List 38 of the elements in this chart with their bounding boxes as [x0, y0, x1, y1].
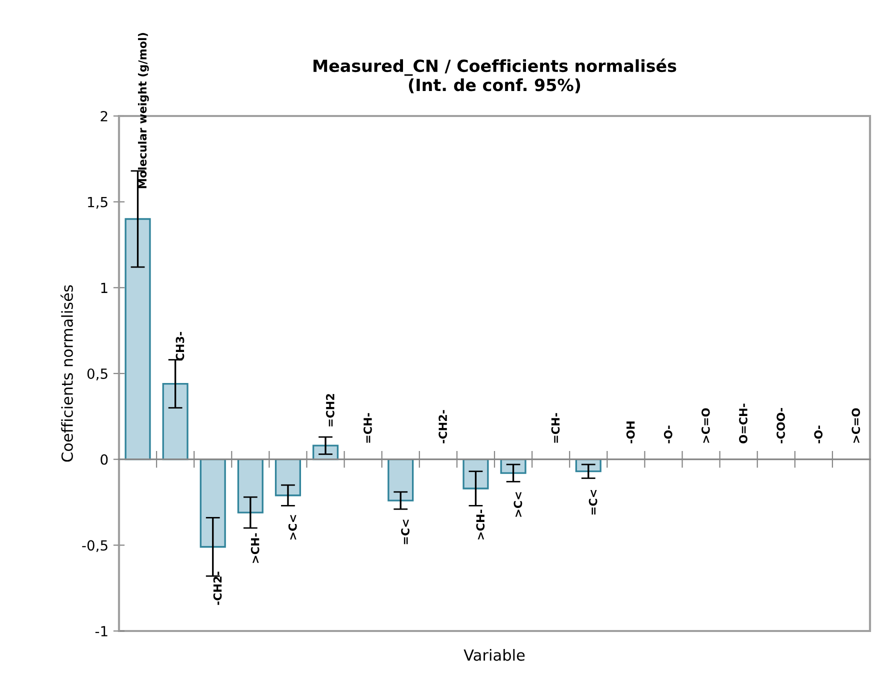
y-tick-label: 2 [100, 110, 108, 122]
bar [200, 458, 226, 548]
x-tick-label: -OH [626, 422, 635, 444]
x-tick-label: Molecular weight (g/mol) [138, 33, 149, 188]
y-tick-label: 0,5 [87, 368, 108, 380]
y-tick-label: -0,5 [82, 540, 108, 552]
chart-title: Measured_CN / Coefficients normalisés (Int. de conf. 95%) [314, 58, 676, 94]
bar [124, 218, 151, 460]
x-tick-label: -O- [814, 426, 823, 444]
x-axis-title: Variable [464, 649, 525, 661]
y-tick-label: 1,5 [88, 196, 108, 209]
x-tick-label: -COO- [776, 408, 785, 444]
y-axis-title: Coefficients normalisés [60, 285, 73, 462]
x-tick-label: =CH2 [326, 394, 334, 426]
bar [462, 458, 489, 490]
x-tick-label: >C< [288, 515, 297, 540]
x-tick-label: -O- [664, 426, 672, 444]
x-tick-label: >C=O [701, 408, 710, 443]
x-tick-label: CH3- [176, 332, 184, 361]
bar [388, 458, 414, 502]
x-tick-label: >C=O [852, 408, 860, 443]
x-tick-label: -CH2- [213, 572, 222, 605]
x-tick-label: =C< [588, 490, 598, 514]
x-tick-label: =CH- [551, 413, 560, 443]
bar [162, 382, 188, 460]
y-tick-label: -1 [95, 626, 108, 636]
bar [274, 458, 302, 496]
y-tick-label: 1 [101, 282, 108, 293]
x-tick-label: >C< [514, 492, 522, 517]
x-tick-label: O=CH- [739, 404, 748, 444]
x-tick-label: >CH- [476, 510, 485, 540]
x-tick-label: -CH2- [438, 410, 448, 444]
x-tick-label: >CH- [250, 533, 260, 563]
x-tick-label: =CH- [364, 413, 372, 443]
bar [237, 458, 264, 514]
bar [500, 458, 526, 474]
x-tick-label: =C< [401, 520, 410, 544]
y-tick-label: 0 [100, 454, 108, 465]
